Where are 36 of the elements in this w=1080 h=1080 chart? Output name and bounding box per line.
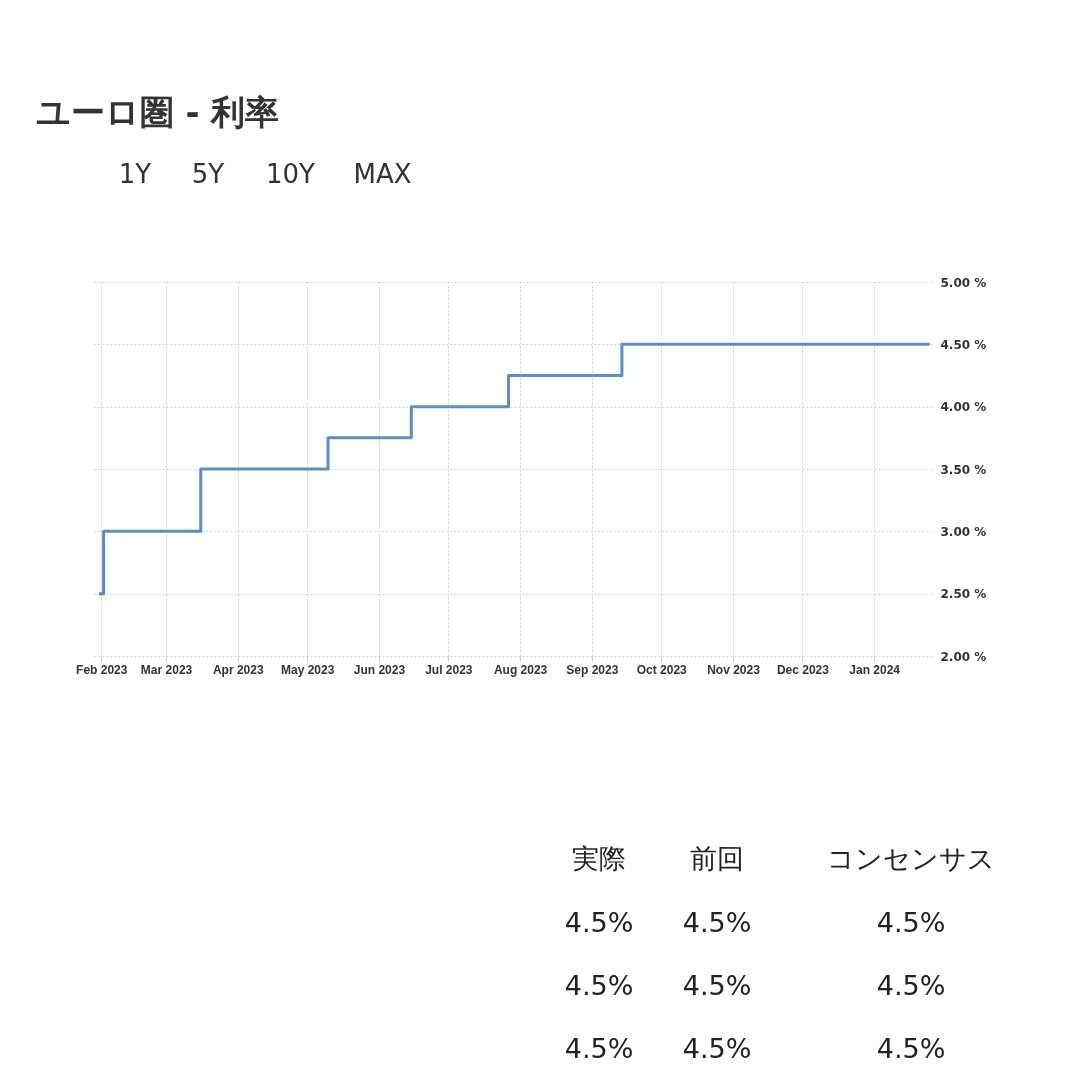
text: 4.5% (876, 907, 946, 938)
y-tick-label: 5.00 % (940, 275, 987, 290)
text: 4.5% (682, 907, 752, 938)
y-tick-label: 3.00 % (940, 524, 987, 539)
category-label: 前回 (690, 843, 744, 874)
x-tick-label: Aug 2023 (493, 662, 548, 677)
chart-title: ユーロ圏 - 利率 (35, 92, 280, 132)
category-label: 実際 (572, 843, 626, 874)
text: 10Y (266, 159, 316, 189)
x-tick-label: Sep 2023 (566, 662, 619, 677)
y-tick-label: 4.00 % (940, 400, 987, 415)
y-tick-label: 4.50 % (940, 337, 987, 352)
y-tick-label: 2.50 % (940, 587, 987, 602)
text: 4.5% (564, 970, 634, 1001)
x-tick-label: Dec 2023 (776, 662, 830, 677)
text: 4.5% (682, 970, 752, 1001)
text: 4.5% (564, 907, 634, 938)
text: 4.5% (876, 970, 946, 1001)
category-label: コンセンサス (827, 843, 995, 874)
x-tick-label: Oct 2023 (636, 662, 688, 677)
x-tick-label: Jul 2023 (425, 662, 473, 677)
x-tick-label: Nov 2023 (707, 662, 761, 677)
text: 5Y (191, 159, 225, 189)
text: 4.5% (876, 1033, 946, 1064)
text: 4.5% (682, 1033, 752, 1064)
x-tick-label: Mar 2023 (140, 662, 193, 677)
x-tick-label: Jun 2023 (353, 662, 406, 677)
y-tick-label: 3.50 % (940, 462, 987, 477)
x-tick-label: May 2023 (281, 662, 335, 677)
x-tick-label: Jan 2024 (849, 662, 901, 677)
x-tick-label: Feb 2023 (76, 662, 128, 677)
text: 1Y (118, 159, 152, 189)
text: MAX (353, 159, 412, 189)
y-tick-label: 2.00 % (940, 649, 987, 664)
text: 4.5% (564, 1033, 634, 1064)
x-tick-label: Apr 2023 (212, 662, 264, 677)
